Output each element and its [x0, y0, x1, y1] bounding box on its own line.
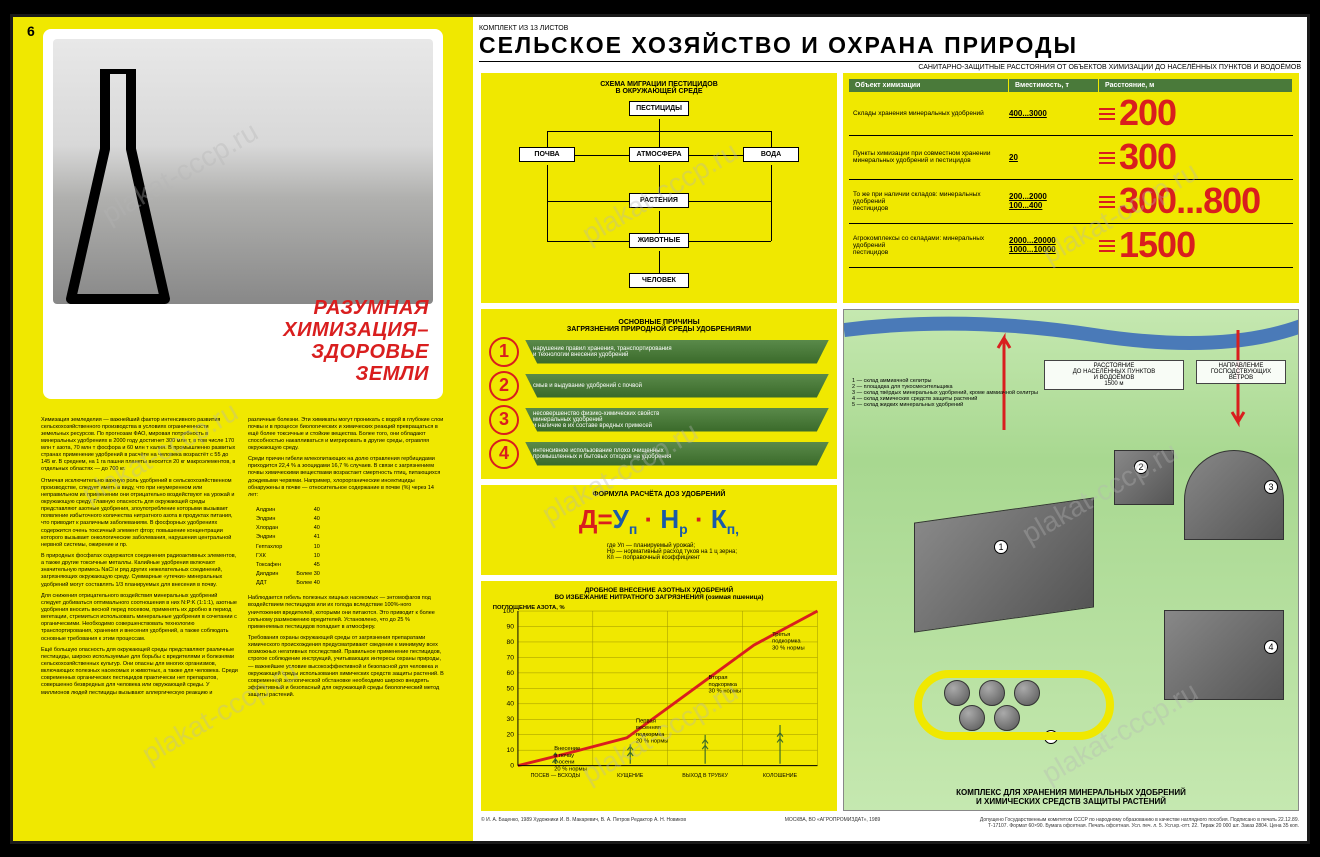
photo-frame: РАЗУМНАЯ ХИМИЗАЦИЯ– ЗДОРОВЬЕ ЗЕМЛИ: [43, 29, 443, 399]
svg-text:подкормка: подкормка: [709, 681, 738, 687]
building-1: [914, 497, 1094, 632]
svg-text:Вторая: Вторая: [709, 675, 728, 681]
fc-human: ЧЕЛОВЕК: [629, 273, 689, 288]
causes-title: ОСНОВНЫЕ ПРИЧИНЫ ЗАГРЯЗНЕНИЯ ПРИРОДНОЙ С…: [489, 319, 829, 333]
svg-text:ПОСЕВ — ВСХОДЫ: ПОСЕВ — ВСХОДЫ: [531, 773, 581, 779]
body-text: Химизация земледелия — важнейший фактор …: [41, 417, 445, 700]
subtitle: САНИТАРНО-ЗАЩИТНЫЕ РАССТОЯНИЯ ОТ ОБЪЕКТО…: [479, 61, 1301, 71]
svg-text:20 % нормы: 20 % нормы: [636, 738, 669, 744]
formula-title: ФОРМУЛА РАСЧЁТА ДОЗ УДОБРЕНИЙ: [487, 491, 831, 498]
fc-pesticides: ПЕСТИЦИДЫ: [629, 101, 689, 116]
svg-text:10: 10: [507, 747, 515, 754]
dist-th-dist: Расстояние, м: [1099, 79, 1293, 92]
cause-row: 2смыв и выдувание удобрений с почвой: [489, 371, 829, 401]
svg-text:50: 50: [507, 685, 515, 692]
isometric-complex: РАССТОЯНИЕ ДО НАСЕЛЁННЫХ ПУНКТОВ И ВОДОЁ…: [843, 309, 1299, 811]
red-title: РАЗУМНАЯ ХИМИЗАЦИЯ– ЗДОРОВЬЕ ЗЕМЛИ: [169, 297, 429, 385]
formula-expr: Д=Уп · Нр · Кп,: [487, 504, 831, 537]
svg-text:60: 60: [507, 669, 515, 676]
svg-text:30 % нормы: 30 % нормы: [709, 688, 742, 694]
page-number: 6: [27, 23, 35, 39]
insecticide-table: Алдрин40Элдрин40Хлордан40Эндрин41Гептахл…: [248, 505, 328, 589]
body-p3: В природных фосфатах содержатся соединен…: [41, 553, 238, 589]
dist-th-obj: Объект химизации: [849, 79, 1009, 92]
dist-header: Объект химизации Вместимость, т Расстоян…: [849, 79, 1293, 92]
fc-plants: РАСТЕНИЯ: [629, 193, 689, 208]
dist-th-cap: Вместимость, т: [1009, 79, 1099, 92]
formula-note: где Уп — планируемый урожай; Нр — нормат…: [487, 543, 831, 561]
iso-caption: КОМПЛЕКС ДЛЯ ХРАНЕНИЯ МИНЕРАЛЬНЫХ УДОБРЕ…: [844, 788, 1298, 806]
svg-text:КУЩЕНИЕ: КУЩЕНИЕ: [617, 773, 644, 779]
dist-row: Склады хранения минеральных удобрений400…: [849, 92, 1293, 136]
svg-text:20: 20: [507, 731, 515, 738]
fc-animals: ЖИВОТНЫЕ: [629, 233, 689, 248]
svg-text:20 % нормы: 20 % нормы: [554, 766, 587, 772]
dist-row: То же при наличии складов: минеральных у…: [849, 180, 1293, 224]
body-p4: Для снижения отрицательного воздействия …: [41, 593, 238, 643]
chart-title: ДРОБНОЕ ВНЕСЕНИЕ АЗОТНЫХ УДОБРЕНИЙ ВО ИЗ…: [487, 587, 831, 601]
dist-label: РАССТОЯНИЕ ДО НАСЕЛЁННЫХ ПУНКТОВ И ВОДОЁ…: [1044, 360, 1184, 390]
svg-text:80: 80: [507, 638, 515, 645]
svg-text:КОЛОШЕНИЕ: КОЛОШЕНИЕ: [763, 773, 798, 779]
right-page: КОМПЛЕКТ ИЗ 13 ЛИСТОВ СЕЛЬСКОЕ ХОЗЯЙСТВО…: [473, 17, 1307, 841]
iso-legend: 1 — склад аммиачной селитры 2 — площадка…: [852, 378, 1038, 408]
flowchart: СХЕМА МИГРАЦИИ ПЕСТИЦИДОВ В ОКРУЖАЮЩЕЙ С…: [481, 73, 837, 303]
nitrogen-chart: ДРОБНОЕ ВНЕСЕНИЕ АЗОТНЫХ УДОБРЕНИЙ ВО ИЗ…: [481, 581, 837, 811]
svg-text:100: 100: [503, 607, 515, 614]
fc-atmos: АТМОСФЕРА: [629, 147, 689, 162]
building-2: [1114, 450, 1174, 505]
svg-text:30: 30: [507, 716, 515, 723]
svg-text:0: 0: [510, 762, 514, 769]
svg-text:40: 40: [507, 700, 515, 707]
svg-text:подкормка: подкормка: [772, 638, 801, 644]
svg-text:в почву: в почву: [554, 752, 574, 758]
poster-root: plakat-cccp.ru plakat-cccp.ru plakat-ccc…: [10, 14, 1310, 844]
svg-text:30 % нормы: 30 % нормы: [772, 645, 805, 651]
marker-4: 4: [1264, 640, 1278, 654]
cause-row: 3несовершенство физико-химических свойст…: [489, 405, 829, 435]
marker-1: 1: [994, 540, 1008, 554]
svg-text:ВЫХОД В ТРУБКУ: ВЫХОД В ТРУБКУ: [682, 773, 728, 779]
footer: © И. А. Баценко, 1989 Художники И. В. Ма…: [481, 817, 1299, 835]
footer-center: МОСКВА, ВО «АГРОПРОМИЗДАТ», 1989: [785, 817, 881, 835]
dist-row: Пункты химизации при совместном хранении…: [849, 136, 1293, 180]
cause-row: 4интенсивное использование плохо очищенн…: [489, 439, 829, 469]
flask-icon: [63, 69, 173, 309]
svg-text:с осени: с осени: [554, 759, 574, 765]
building-3: [1184, 450, 1284, 540]
komplekt-label: КОМПЛЕКТ ИЗ 13 ЛИСТОВ: [479, 25, 1301, 32]
footer-right: Допущено Государственным комитетом СССР …: [979, 817, 1299, 835]
formula-zone: ФОРМУЛА РАСЧЁТА ДОЗ УДОБРЕНИЙ Д=Уп · Нр …: [481, 485, 837, 575]
causes: ОСНОВНЫЕ ПРИЧИНЫ ЗАГРЯЗНЕНИЯ ПРИРОДНОЙ С…: [481, 309, 837, 479]
wind-label: НАПРАВЛЕНИЕ ГОСПОДСТВУЮЩИХ ВЕТРОВ: [1196, 360, 1286, 384]
road: [914, 670, 1114, 740]
svg-text:Первая: Первая: [636, 718, 656, 724]
svg-text:90: 90: [507, 623, 515, 630]
body-p8: Требования охраны окружающей среды от за…: [248, 635, 445, 699]
cause-row: 1нарушение правил хранения, транспортиро…: [489, 337, 829, 367]
header: КОМПЛЕКТ ИЗ 13 ЛИСТОВ СЕЛЬСКОЕ ХОЗЯЙСТВО…: [479, 25, 1301, 69]
svg-text:Третья: Третья: [772, 631, 790, 637]
dist-row: Агрокомплексы со складами: минеральных у…: [849, 224, 1293, 268]
svg-text:Внесение: Внесение: [554, 746, 580, 752]
body-p2: Отмечая исключительно важную роль удобре…: [41, 478, 238, 549]
svg-text:подкормка: подкормка: [636, 731, 665, 737]
footer-author: © И. А. Баценко, 1989 Художники И. В. Ма…: [481, 817, 686, 835]
chart-svg: ПОГЛОЩЕНИЕ АЗОТА, %010203040506070809010…: [487, 601, 831, 795]
building-4: [1164, 610, 1284, 700]
left-page: 6 РАЗУМНАЯ ХИМИЗАЦИЯ– ЗДОРОВЬЕ ЗЕМЛИ Хим…: [13, 17, 473, 841]
svg-text:70: 70: [507, 654, 515, 661]
flowchart-title: СХЕМА МИГРАЦИИ ПЕСТИЦИДОВ В ОКРУЖАЮЩЕЙ С…: [489, 81, 829, 95]
marker-3: 3: [1264, 480, 1278, 494]
body-p1: Химизация земледелия — важнейший фактор …: [41, 417, 238, 474]
fc-soil: ПОЧВА: [519, 147, 575, 162]
svg-text:весенняя: весенняя: [636, 725, 661, 731]
marker-2: 2: [1134, 460, 1148, 474]
fc-water: ВОДА: [743, 147, 799, 162]
field-photo: [53, 39, 433, 304]
main-title: СЕЛЬСКОЕ ХОЗЯЙСТВО И ОХРАНА ПРИРОДЫ: [479, 32, 1301, 59]
body-p7: Наблюдается гибель полезных хищных насек…: [248, 595, 445, 631]
distance-table: Объект химизации Вместимость, т Расстоян…: [843, 73, 1299, 303]
body-p6: Среди причин гибели млекопитающих на дол…: [248, 456, 445, 499]
